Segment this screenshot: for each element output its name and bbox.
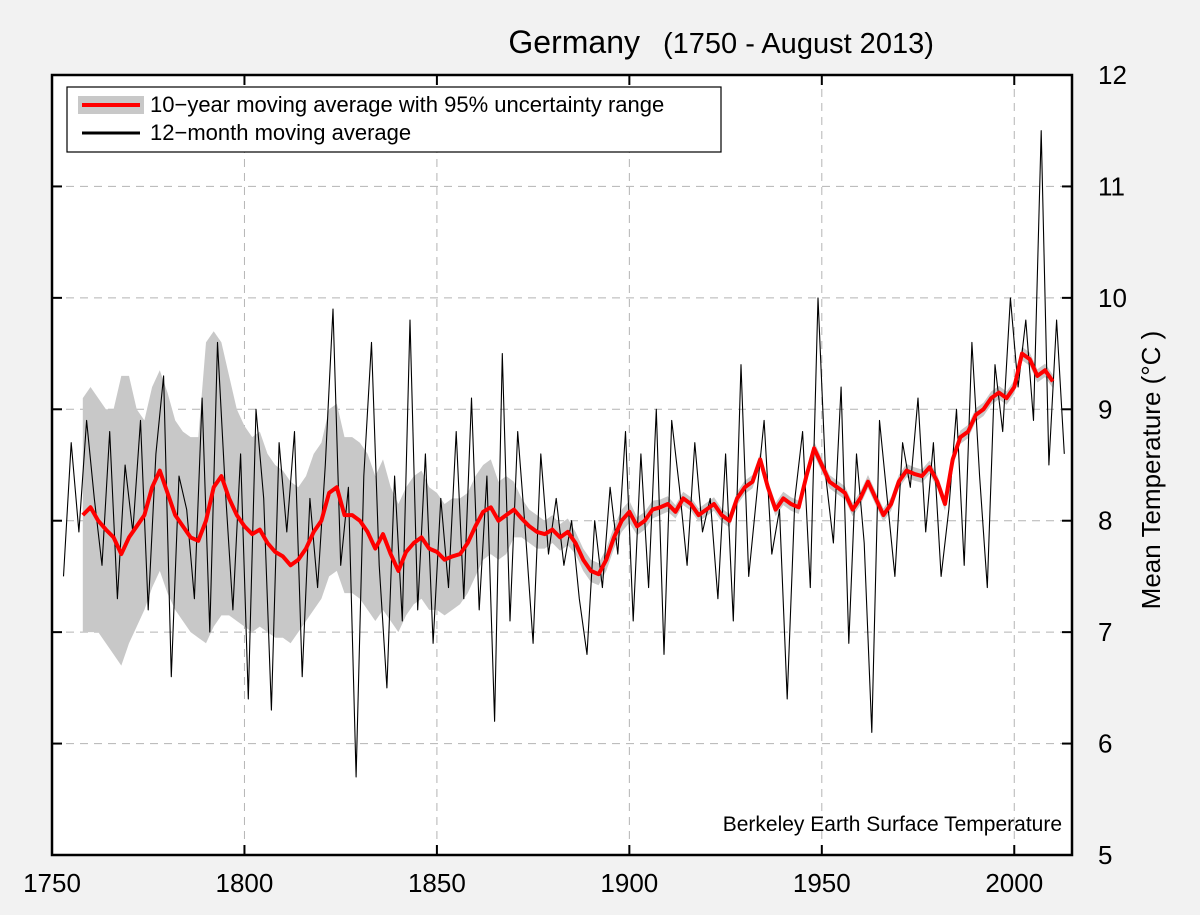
- uncertainty-band: [82, 331, 1053, 666]
- y-tick-label: 9: [1098, 394, 1112, 424]
- legend-label-12-month: 12−month moving average: [150, 120, 411, 145]
- y-axis-label: Mean Temperature (°C ): [1136, 331, 1166, 610]
- gridlines: [52, 75, 1072, 855]
- plot-frame: [50, 73, 1074, 857]
- uncertainty-range-area: [82, 331, 1053, 666]
- y-tick-label: 8: [1098, 506, 1112, 536]
- y-axis-ticks: 5 6 7 8 9 10 11 12: [52, 60, 1127, 870]
- x-tick-label: 2000: [985, 868, 1043, 898]
- x-tick-label: 1900: [600, 868, 658, 898]
- series-10-year: [81, 351, 1055, 577]
- x-tick-label: 1750: [23, 868, 81, 898]
- y-tick-label: 7: [1098, 617, 1112, 647]
- legend: 10−year moving average with 95% uncertai…: [66, 86, 722, 153]
- x-tick-label: 1850: [408, 868, 466, 898]
- y-tick-label: 11: [1098, 171, 1125, 201]
- line-12-month-moving-average: [62, 130, 1065, 778]
- legend-label-10-year: 10−year moving average with 95% uncertai…: [150, 92, 664, 117]
- x-tick-label: 1800: [216, 868, 274, 898]
- y-tick-label: 6: [1098, 729, 1112, 759]
- source-annotation: Berkeley Earth Surface Temperature: [723, 813, 1062, 836]
- y-tick-label: 12: [1098, 60, 1127, 90]
- x-tick-label: 1950: [793, 868, 851, 898]
- chart-subtitle: (1750 - August 2013): [663, 28, 934, 60]
- x-axis-ticks: 1750 1800 1850 1900 1950 2000: [23, 75, 1043, 898]
- y-tick-label: 10: [1098, 283, 1127, 313]
- chart-title: Germany: [508, 24, 640, 60]
- line-10-year-moving-average: [81, 351, 1055, 577]
- legend-box: [66, 86, 722, 153]
- series-12-month: [62, 130, 1065, 778]
- y-tick-label: 5: [1098, 840, 1112, 870]
